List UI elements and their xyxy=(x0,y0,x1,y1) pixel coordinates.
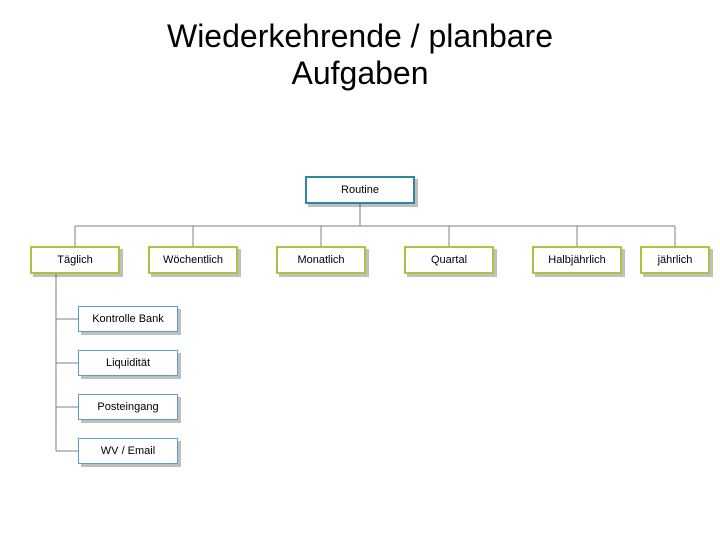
category-node-taeglich: Täglich xyxy=(30,246,120,274)
category-node-halbjaehrlich: Halbjährlich xyxy=(532,246,622,274)
category-node-monatlich: Monatlich xyxy=(276,246,366,274)
sub-node-1: Liquidität xyxy=(78,350,178,376)
sub-node-3: WV / Email xyxy=(78,438,178,464)
org-chart: Routine Täglich Wöchentlich Monatlich Quarta… xyxy=(0,168,720,528)
root-node: Routine xyxy=(305,176,415,204)
category-node-quartal: Quartal xyxy=(404,246,494,274)
connector-lines xyxy=(0,168,720,528)
page-title: Wiederkehrende / planbare Aufgaben xyxy=(0,0,720,92)
category-node-jaehrlich: jährlich xyxy=(640,246,710,274)
title-line-2: Aufgaben xyxy=(291,55,428,91)
sub-node-0: Kontrolle Bank xyxy=(78,306,178,332)
category-node-woechentlich: Wöchentlich xyxy=(148,246,238,274)
title-line-1: Wiederkehrende / planbare xyxy=(167,18,553,54)
sub-node-2: Posteingang xyxy=(78,394,178,420)
